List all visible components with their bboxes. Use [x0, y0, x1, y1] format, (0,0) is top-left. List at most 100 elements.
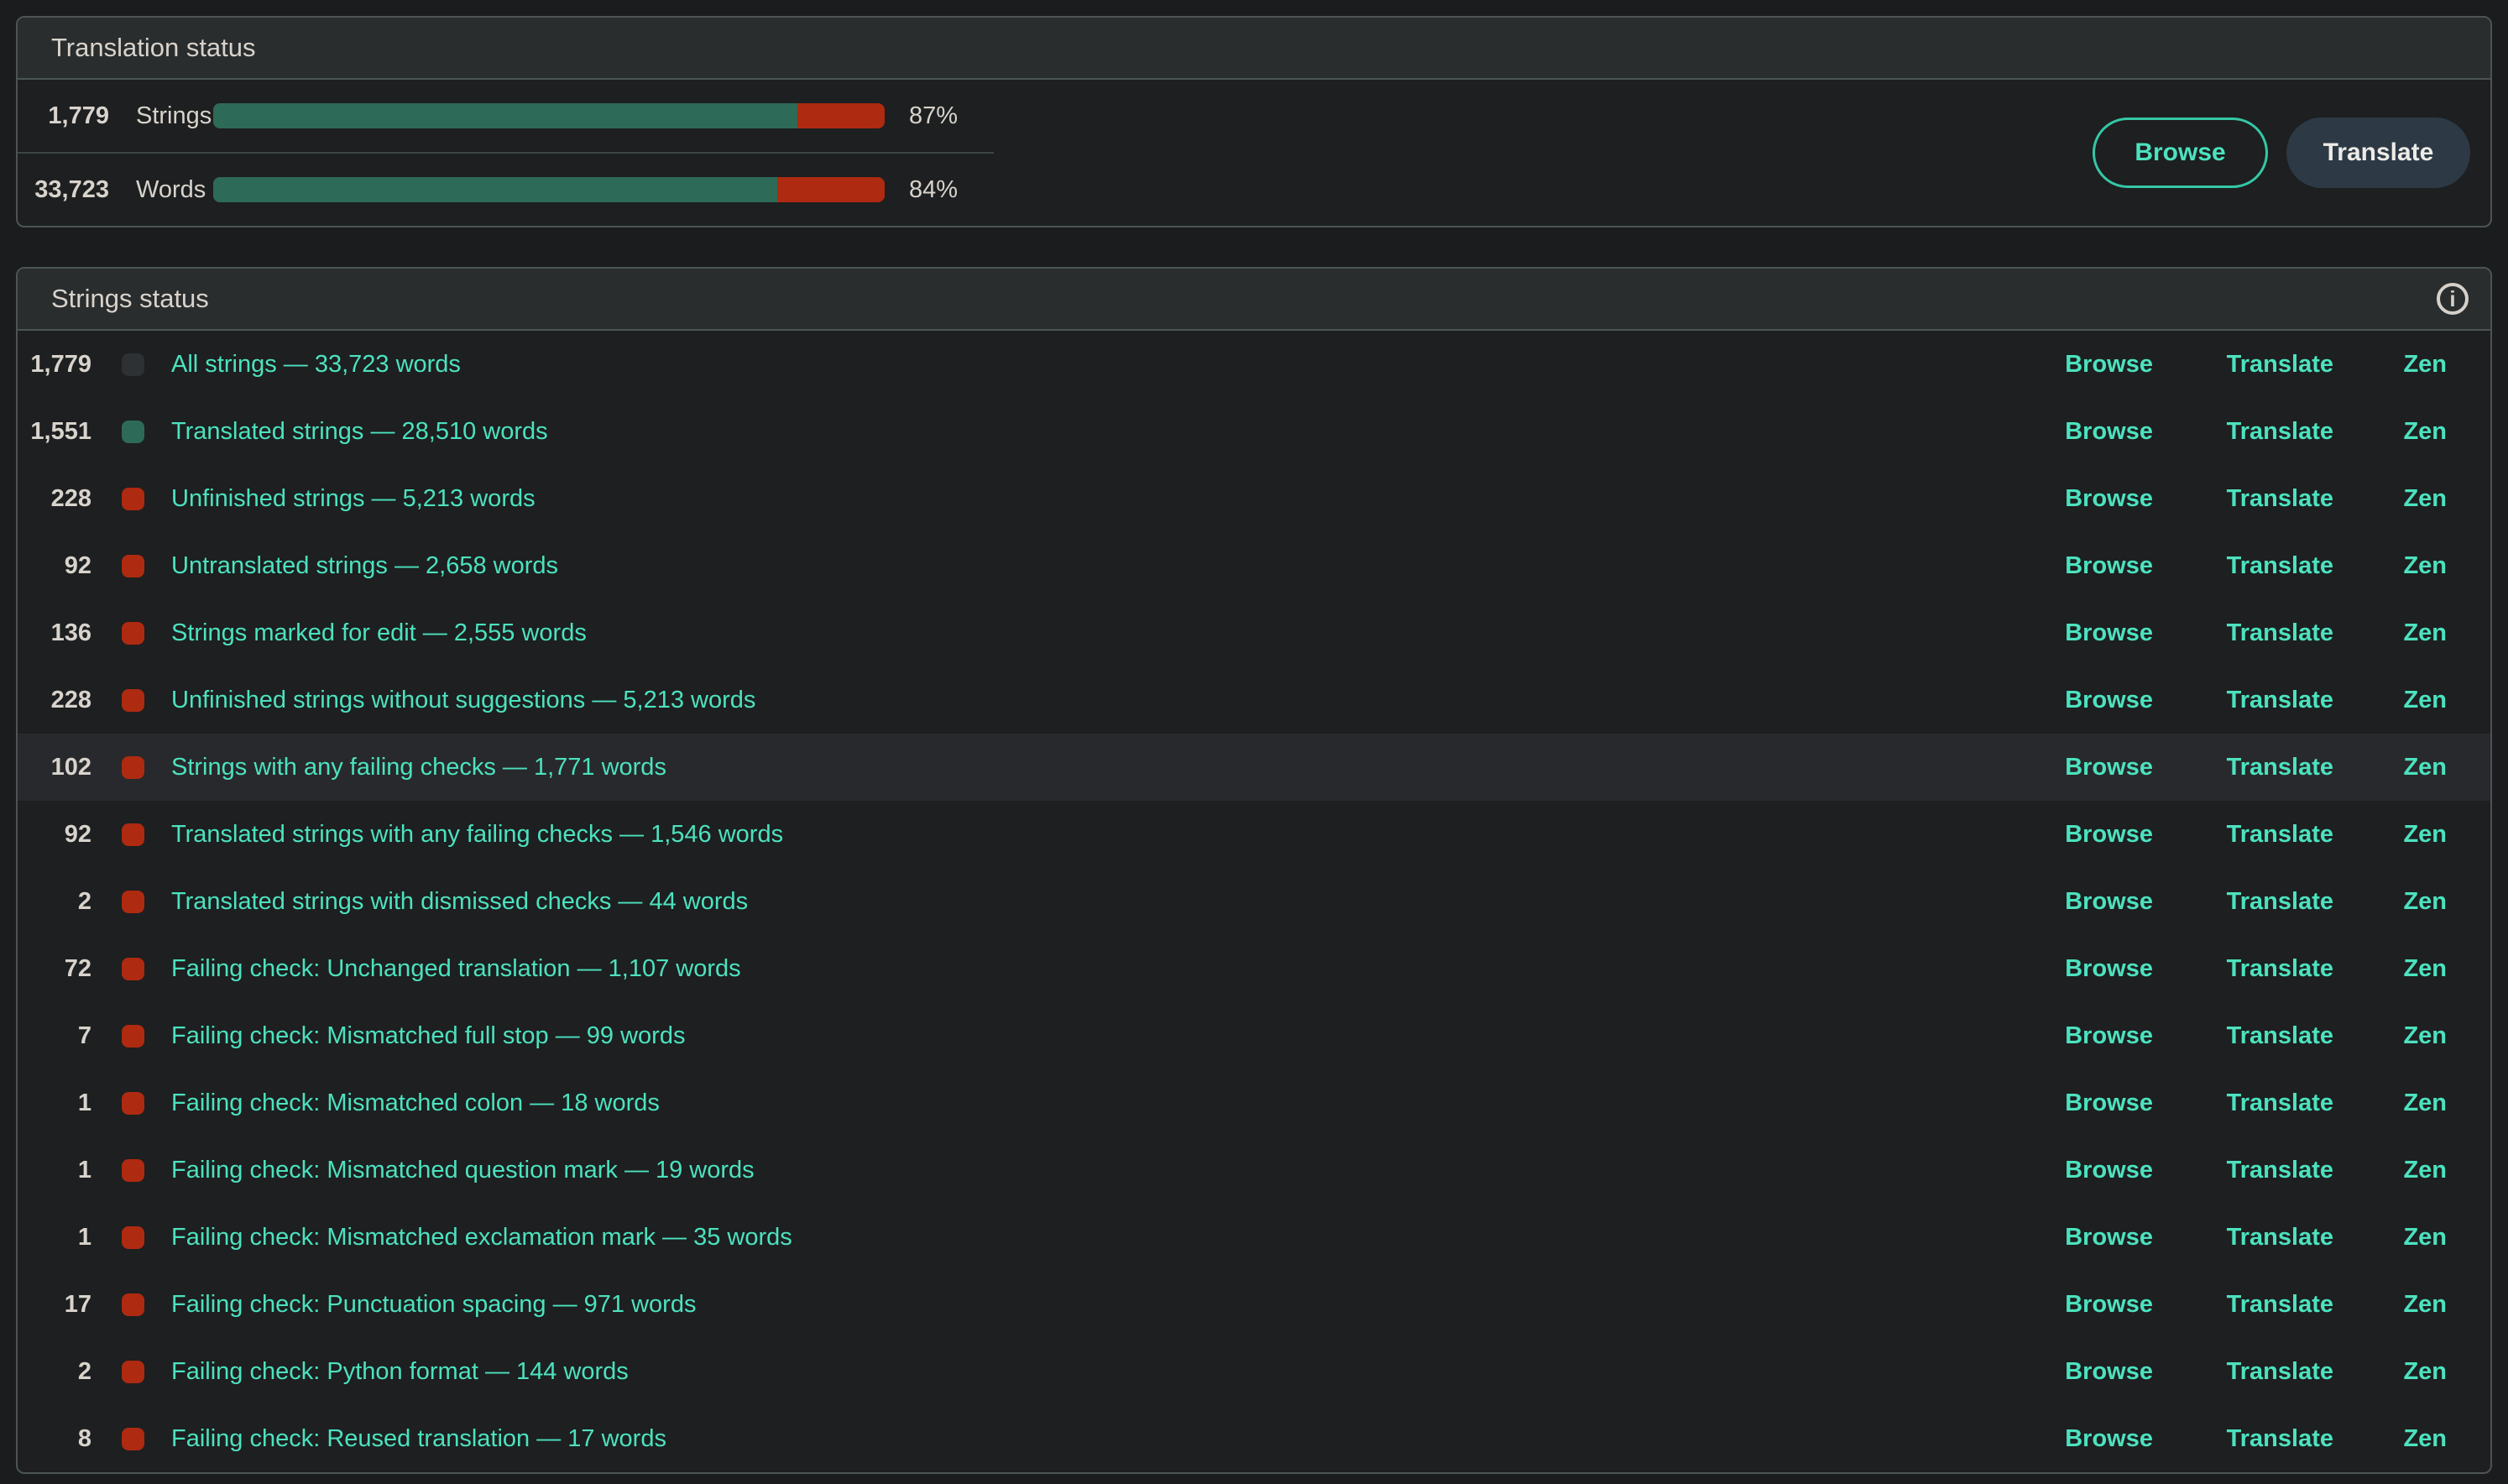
info-icon[interactable]: i: [2437, 283, 2469, 315]
row-browse-link[interactable]: Browse: [2065, 954, 2153, 982]
translation-status-rows: 1,779 Strings 87% 33,723 Words 84%: [18, 80, 2490, 226]
row-zen-link[interactable]: Zen: [2403, 753, 2447, 781]
row-browse-link[interactable]: Browse: [2065, 686, 2153, 713]
string-filter-link[interactable]: Translated strings — 28,510 words: [171, 417, 548, 445]
state-badge: [122, 487, 144, 510]
translation-status-actions: Browse Translate: [2093, 80, 2470, 226]
row-browse-link[interactable]: Browse: [2065, 753, 2153, 781]
string-filter-link[interactable]: Failing check: Mismatched colon — 18 wor…: [171, 1089, 660, 1116]
row-zen-link[interactable]: Zen: [2403, 350, 2447, 378]
string-filter-link[interactable]: Unfinished strings without suggestions —…: [171, 686, 756, 713]
panel-title: Strings status: [51, 284, 209, 313]
state-badge: [122, 1225, 144, 1249]
row-translate-link[interactable]: Translate: [2226, 686, 2333, 713]
translation-stat-row: 33,723 Words 84%: [18, 154, 994, 226]
row-browse-link[interactable]: Browse: [2065, 551, 2153, 579]
string-filter-link[interactable]: Strings marked for edit — 2,555 words: [171, 619, 587, 646]
row-translate-link[interactable]: Translate: [2226, 887, 2333, 915]
string-filter-link[interactable]: Untranslated strings — 2,658 words: [171, 551, 558, 579]
strings-status-row: 1,779 All strings — 33,723 words Browse …: [18, 331, 2490, 398]
row-zen-link[interactable]: Zen: [2403, 686, 2447, 713]
row-zen-link[interactable]: Zen: [2403, 887, 2447, 915]
row-zen-link[interactable]: Zen: [2403, 954, 2447, 982]
row-browse-link[interactable]: Browse: [2065, 1424, 2153, 1452]
strings-status-header: Strings status i: [18, 269, 2490, 331]
row-translate-link[interactable]: Translate: [2226, 484, 2333, 512]
row-browse-link[interactable]: Browse: [2065, 350, 2153, 378]
row-zen-link[interactable]: Zen: [2403, 417, 2447, 445]
string-count: 92: [64, 551, 91, 579]
row-browse-link[interactable]: Browse: [2065, 887, 2153, 915]
strings-status-row: 228 Unfinished strings without suggestio…: [18, 666, 2490, 734]
row-translate-link[interactable]: Translate: [2226, 1357, 2333, 1385]
string-count: 1,551: [30, 417, 91, 445]
row-translate-link[interactable]: Translate: [2226, 753, 2333, 781]
string-filter-link[interactable]: Translated strings with any failing chec…: [171, 820, 784, 848]
row-browse-link[interactable]: Browse: [2065, 1156, 2153, 1184]
row-translate-link[interactable]: Translate: [2226, 619, 2333, 646]
row-zen-link[interactable]: Zen: [2403, 484, 2447, 512]
state-badge: [122, 890, 144, 913]
translation-status-header: Translation status: [18, 18, 2490, 80]
string-count: 17: [64, 1290, 91, 1318]
strings-status-row: 72 Failing check: Unchanged translation …: [18, 935, 2490, 1002]
row-translate-link[interactable]: Translate: [2226, 1290, 2333, 1318]
string-filter-link[interactable]: Failing check: Python format — 144 words: [171, 1357, 629, 1385]
row-zen-link[interactable]: Zen: [2403, 1089, 2447, 1116]
row-translate-link[interactable]: Translate: [2226, 1223, 2333, 1251]
translate-button[interactable]: Translate: [2286, 118, 2470, 188]
state-badge: [122, 621, 144, 645]
row-browse-link[interactable]: Browse: [2065, 484, 2153, 512]
string-filter-link[interactable]: Failing check: Punctuation spacing — 971…: [171, 1290, 697, 1318]
row-zen-link[interactable]: Zen: [2403, 551, 2447, 579]
row-translate-link[interactable]: Translate: [2226, 954, 2333, 982]
row-browse-link[interactable]: Browse: [2065, 820, 2153, 848]
strings-status-row: 2 Failing check: Python format — 144 wor…: [18, 1338, 2490, 1405]
progress-fill: [213, 177, 777, 202]
string-filter-link[interactable]: Unfinished strings — 5,213 words: [171, 484, 536, 512]
row-translate-link[interactable]: Translate: [2226, 1022, 2333, 1049]
string-filter-link[interactable]: Failing check: Unchanged translation — 1…: [171, 954, 741, 982]
row-browse-link[interactable]: Browse: [2065, 1022, 2153, 1049]
row-translate-link[interactable]: Translate: [2226, 1089, 2333, 1116]
string-filter-link[interactable]: All strings — 33,723 words: [171, 350, 461, 378]
row-browse-link[interactable]: Browse: [2065, 1223, 2153, 1251]
string-filter-link[interactable]: Failing check: Mismatched question mark …: [171, 1156, 755, 1184]
string-count: 1: [77, 1156, 91, 1184]
row-zen-link[interactable]: Zen: [2403, 820, 2447, 848]
row-zen-link[interactable]: Zen: [2403, 1357, 2447, 1385]
row-zen-link[interactable]: Zen: [2403, 1022, 2447, 1049]
row-browse-link[interactable]: Browse: [2065, 619, 2153, 646]
string-filter-link[interactable]: Failing check: Mismatched exclamation ma…: [171, 1223, 792, 1251]
row-translate-link[interactable]: Translate: [2226, 820, 2333, 848]
translation-status-panel: Translation status 1,779 Strings 87% 33,…: [16, 16, 2492, 227]
state-badge: [122, 554, 144, 577]
row-zen-link[interactable]: Zen: [2403, 619, 2447, 646]
row-zen-link[interactable]: Zen: [2403, 1156, 2447, 1184]
progress-fill: [213, 103, 797, 128]
row-browse-link[interactable]: Browse: [2065, 1357, 2153, 1385]
browse-button[interactable]: Browse: [2093, 118, 2268, 188]
row-zen-link[interactable]: Zen: [2403, 1424, 2447, 1452]
row-translate-link[interactable]: Translate: [2226, 1156, 2333, 1184]
string-filter-link[interactable]: Strings with any failing checks — 1,771 …: [171, 753, 666, 781]
row-browse-link[interactable]: Browse: [2065, 1089, 2153, 1116]
row-translate-link[interactable]: Translate: [2226, 1424, 2333, 1452]
row-browse-link[interactable]: Browse: [2065, 1290, 2153, 1318]
stat-percent: 84%: [909, 175, 959, 203]
state-badge: [122, 1427, 144, 1450]
state-badge: [122, 1091, 144, 1115]
string-count: 1,779: [30, 350, 91, 378]
row-translate-link[interactable]: Translate: [2226, 350, 2333, 378]
row-zen-link[interactable]: Zen: [2403, 1223, 2447, 1251]
strings-status-row: 92 Translated strings with any failing c…: [18, 801, 2490, 868]
row-translate-link[interactable]: Translate: [2226, 417, 2333, 445]
row-zen-link[interactable]: Zen: [2403, 1290, 2447, 1318]
string-filter-link[interactable]: Failing check: Reused translation — 17 w…: [171, 1424, 666, 1452]
strings-status-row: 228 Unfinished strings — 5,213 words Bro…: [18, 465, 2490, 532]
row-browse-link[interactable]: Browse: [2065, 417, 2153, 445]
row-translate-link[interactable]: Translate: [2226, 551, 2333, 579]
string-filter-link[interactable]: Failing check: Mismatched full stop — 99…: [171, 1022, 686, 1049]
string-filter-link[interactable]: Translated strings with dismissed checks…: [171, 887, 749, 915]
